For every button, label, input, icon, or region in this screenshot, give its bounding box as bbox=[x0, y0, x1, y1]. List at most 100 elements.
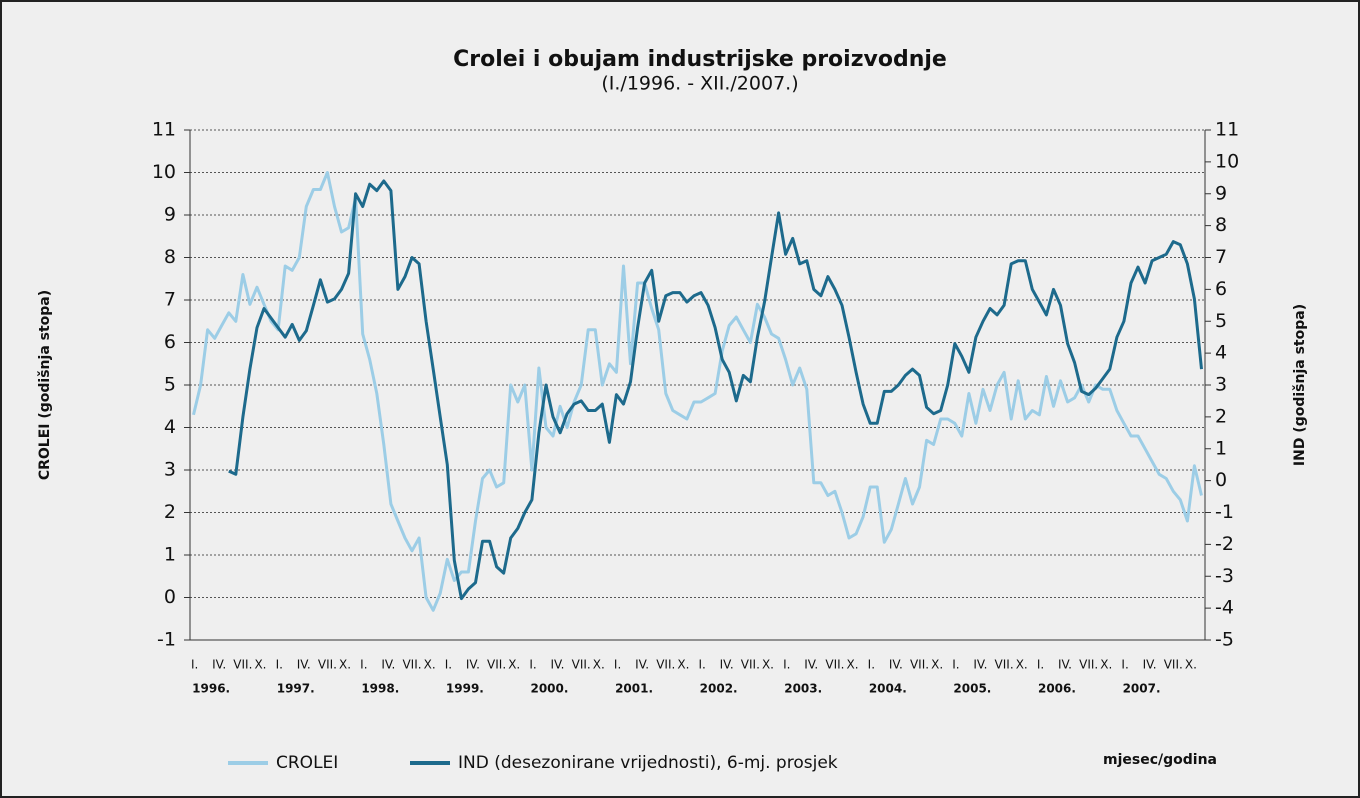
y-tick-label: 7 bbox=[164, 289, 176, 311]
year-label: 2001. bbox=[615, 682, 653, 696]
year-label: 2000. bbox=[530, 682, 568, 696]
series-line bbox=[192, 171, 1203, 612]
x-tick-label: IV. bbox=[973, 658, 987, 672]
legend-label: IND (desezonirane vrijednosti), 6-mj. pr… bbox=[458, 753, 838, 773]
chart-title: Crolei i obujam industrijske proizvodnje bbox=[453, 47, 947, 72]
y2-tick-label: -4 bbox=[1215, 597, 1234, 619]
x-tick-label: IV. bbox=[1058, 658, 1072, 672]
x-tick-label: IV. bbox=[550, 658, 564, 672]
x-tick-label: I. bbox=[529, 658, 536, 672]
year-label: 1997. bbox=[277, 682, 315, 696]
x-tick-label: IV. bbox=[889, 658, 903, 672]
x-tick-label: X. bbox=[593, 658, 605, 672]
y-tick-label: 6 bbox=[164, 331, 176, 353]
y-tick-label: 9 bbox=[164, 204, 176, 226]
year-label: 1999. bbox=[446, 682, 484, 696]
x-tick-label: X. bbox=[1185, 658, 1197, 672]
x-axis-label: mjesec/godina bbox=[1103, 752, 1217, 768]
x-tick-label: VII. bbox=[656, 658, 675, 672]
x-tick-label: IV. bbox=[804, 658, 818, 672]
x-tick-label: I. bbox=[614, 658, 621, 672]
y-axis-label: CROLEI (godišnja stopa) bbox=[37, 290, 53, 480]
series-line bbox=[228, 179, 1203, 601]
y2-tick-label: 10 bbox=[1215, 150, 1239, 172]
y-tick-label: 4 bbox=[164, 416, 176, 438]
chart-subtitle: (I./1996. - XII./2007.) bbox=[601, 73, 798, 95]
y2-tick-label: 7 bbox=[1215, 246, 1227, 268]
y2-tick-label: 1 bbox=[1215, 437, 1227, 459]
y2-tick-label: -1 bbox=[1215, 501, 1234, 523]
y2-tick-label: 11 bbox=[1215, 119, 1239, 141]
x-tick-label: IV. bbox=[466, 658, 480, 672]
x-tick-label: VII. bbox=[741, 658, 760, 672]
x-tick-label: VII. bbox=[910, 658, 929, 672]
y-tick-label: 11 bbox=[152, 119, 176, 141]
y2-tick-label: 5 bbox=[1215, 310, 1227, 332]
y-tick-label: 3 bbox=[164, 459, 176, 481]
x-tick-label: VII. bbox=[233, 658, 252, 672]
x-tick-label: IV. bbox=[635, 658, 649, 672]
y2-tick-label: -2 bbox=[1215, 533, 1234, 555]
y2-tick-label: -3 bbox=[1215, 565, 1234, 587]
year-label: 2006. bbox=[1038, 682, 1076, 696]
x-tick-label: VII. bbox=[995, 658, 1014, 672]
y-tick-label: -1 bbox=[157, 629, 176, 651]
y2-tick-label: -5 bbox=[1215, 629, 1234, 651]
y-tick-label: 0 bbox=[164, 586, 176, 608]
y2-tick-label: 9 bbox=[1215, 182, 1227, 204]
x-tick-label: I. bbox=[191, 658, 198, 672]
y-tick-label: 1 bbox=[164, 544, 176, 566]
year-label: 2004. bbox=[869, 682, 907, 696]
x-tick-label: X. bbox=[339, 658, 351, 672]
y-tick-label: 8 bbox=[164, 246, 176, 268]
x-tick-label: IV. bbox=[720, 658, 734, 672]
x-tick-label: IV. bbox=[1143, 658, 1157, 672]
x-tick-label: X. bbox=[847, 658, 859, 672]
x-tick-label: I. bbox=[1121, 658, 1128, 672]
y2-tick-label: 4 bbox=[1215, 342, 1227, 364]
x-tick-label: X. bbox=[762, 658, 774, 672]
x-tick-label: X. bbox=[1016, 658, 1028, 672]
y2-tick-label: 6 bbox=[1215, 278, 1227, 300]
x-tick-label: X. bbox=[424, 658, 436, 672]
year-label: 1996. bbox=[192, 682, 230, 696]
x-tick-label: I. bbox=[699, 658, 706, 672]
year-label: 1998. bbox=[361, 682, 399, 696]
year-label: 2002. bbox=[700, 682, 738, 696]
x-tick-label: VII. bbox=[825, 658, 844, 672]
x-tick-label: X. bbox=[254, 658, 266, 672]
x-tick-label: I. bbox=[868, 658, 875, 672]
x-tick-label: IV. bbox=[212, 658, 226, 672]
y2-axis-label: IND (godišnja stopa) bbox=[1292, 304, 1308, 466]
x-tick-label: VII. bbox=[572, 658, 591, 672]
y-tick-label: 10 bbox=[152, 161, 176, 183]
x-tick-label: IV. bbox=[381, 658, 395, 672]
x-tick-label: I. bbox=[445, 658, 452, 672]
y2-tick-label: 2 bbox=[1215, 405, 1227, 427]
x-tick-label: IV. bbox=[297, 658, 311, 672]
x-tick-label: I. bbox=[1037, 658, 1044, 672]
x-tick-label: X. bbox=[508, 658, 520, 672]
year-label: 2003. bbox=[784, 682, 822, 696]
x-tick-label: VII. bbox=[318, 658, 337, 672]
x-tick-label: X. bbox=[931, 658, 943, 672]
x-tick-label: I. bbox=[783, 658, 790, 672]
year-label: 2005. bbox=[953, 682, 991, 696]
year-label: 2007. bbox=[1123, 682, 1161, 696]
x-tick-label: VII. bbox=[1164, 658, 1183, 672]
y2-tick-label: 8 bbox=[1215, 214, 1227, 236]
x-tick-label: VII. bbox=[402, 658, 421, 672]
legend-label: CROLEI bbox=[276, 753, 338, 773]
x-tick-label: VII. bbox=[487, 658, 506, 672]
x-tick-label: VII. bbox=[1079, 658, 1098, 672]
x-tick-label: I. bbox=[276, 658, 283, 672]
y2-tick-label: 0 bbox=[1215, 469, 1227, 491]
x-tick-label: I. bbox=[360, 658, 367, 672]
x-tick-label: I. bbox=[952, 658, 959, 672]
x-tick-label: X. bbox=[1100, 658, 1112, 672]
y2-tick-label: 3 bbox=[1215, 374, 1227, 396]
y-tick-label: 5 bbox=[164, 374, 176, 396]
